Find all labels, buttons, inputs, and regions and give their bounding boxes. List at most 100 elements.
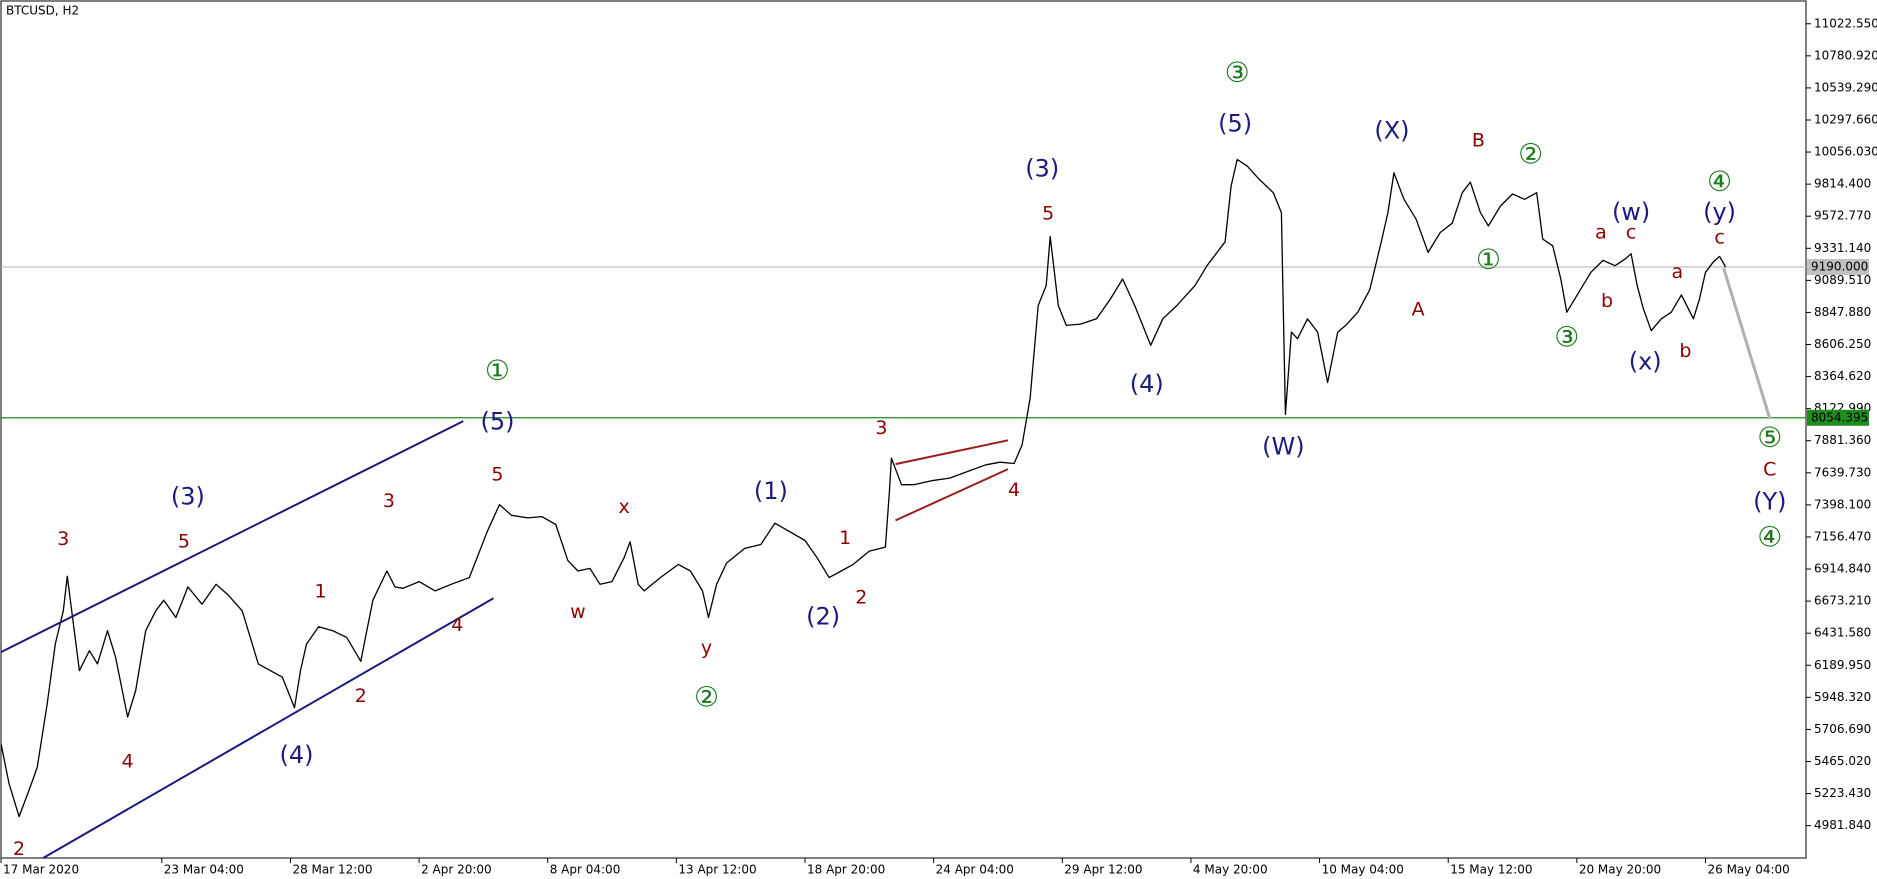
wave-label: (5) — [1218, 109, 1252, 137]
y-tick-label: 9814.400 — [1814, 177, 1871, 191]
y-tick-label: 9089.510 — [1814, 273, 1871, 287]
trendline — [42, 597, 494, 859]
y-tick-label: 7881.360 — [1814, 433, 1871, 447]
wave-label: 2 — [855, 587, 867, 609]
trendline — [1722, 267, 1772, 420]
wave-label: ④ — [1757, 520, 1782, 553]
y-tick-label: 6189.950 — [1814, 658, 1871, 672]
x-tick-label: 13 Apr 12:00 — [678, 863, 756, 877]
wave-label: ③ — [1225, 56, 1250, 89]
wave-label: (3) — [1025, 155, 1059, 183]
wave-label: 3 — [875, 417, 887, 439]
wave-label: (X) — [1374, 116, 1409, 144]
x-tick-label: 8 Apr 04:00 — [550, 863, 621, 877]
y-tick-label: 9572.770 — [1814, 209, 1871, 223]
y-tick-label: 5223.430 — [1814, 786, 1871, 800]
wave-label: 2 — [13, 838, 25, 860]
wave-label: (W) — [1262, 432, 1304, 460]
x-tick-label: 15 May 12:00 — [1450, 863, 1532, 877]
y-tick-label: 6673.210 — [1814, 594, 1871, 608]
wave-label: 1 — [315, 581, 327, 603]
y-tick-label: 9331.140 — [1814, 241, 1871, 255]
y-tick-label: 8606.250 — [1814, 337, 1871, 351]
x-tick-label: 20 May 20:00 — [1579, 863, 1661, 877]
y-tick-label: 6431.580 — [1814, 626, 1871, 640]
y-tick-label: 8847.880 — [1814, 305, 1871, 319]
y-tick-label: 6914.840 — [1814, 562, 1871, 576]
wave-label: 2 — [355, 685, 367, 707]
wave-label: C — [1763, 459, 1776, 481]
y-tick-label: 8364.620 — [1814, 369, 1871, 383]
plot-frame — [0, 0, 1807, 859]
chart-title: BTCUSD, H2 — [6, 4, 79, 18]
wave-label: a — [1595, 222, 1607, 244]
wave-label: ③ — [1554, 321, 1579, 354]
wave-label: ④ — [1707, 165, 1732, 198]
x-tick-label: 29 Apr 12:00 — [1064, 863, 1142, 877]
level-label-box — [1807, 409, 1869, 426]
y-tick-label: 7398.100 — [1814, 497, 1871, 511]
wave-label: A — [1412, 298, 1425, 320]
wave-label: (2) — [806, 602, 840, 630]
wave-label: (y) — [1703, 198, 1736, 226]
wave-label: 4 — [1008, 479, 1020, 501]
wave-label: 4 — [451, 614, 463, 636]
x-tick-label: 26 May 04:00 — [1707, 863, 1789, 877]
wave-label: ① — [1476, 243, 1501, 276]
wave-label: (3) — [171, 483, 205, 511]
y-tick-label: 5706.690 — [1814, 722, 1871, 736]
wave-label: 3 — [383, 490, 395, 512]
wave-label: b — [1679, 340, 1691, 362]
wave-label: ① — [485, 354, 510, 387]
trendline — [895, 468, 1009, 522]
trendline — [895, 439, 1009, 466]
wave-label: y — [701, 637, 712, 659]
wave-label: (5) — [480, 407, 514, 435]
y-tick-label: 7639.730 — [1814, 465, 1871, 479]
y-tick-label: 10780.920 — [1814, 48, 1877, 62]
wave-label: b — [1601, 290, 1613, 312]
y-tick-label: 11022.550 — [1814, 16, 1877, 30]
wave-label: 4 — [122, 751, 134, 773]
wave-label: ② — [694, 681, 719, 714]
wave-label: (4) — [1130, 370, 1164, 398]
wave-label: 5 — [1042, 203, 1054, 225]
level-label: 8054.395 — [1811, 410, 1868, 424]
wave-label: (1) — [754, 477, 788, 505]
y-tick-label: 5948.320 — [1814, 690, 1871, 704]
y-tick-label: 7156.470 — [1814, 529, 1871, 543]
price-line — [0, 158, 1727, 818]
wave-label: c — [1626, 222, 1636, 244]
wave-label: 5 — [178, 530, 190, 552]
wave-label: ② — [1518, 137, 1543, 170]
x-tick-label: 24 Apr 04:00 — [936, 863, 1014, 877]
level-label-box — [1807, 259, 1869, 276]
wave-label: a — [1672, 261, 1684, 283]
y-tick-label: 10297.660 — [1814, 112, 1877, 126]
wave-label: 5 — [491, 463, 503, 485]
wave-label: 1 — [839, 527, 851, 549]
wave-label: B — [1472, 130, 1485, 152]
wave-label: (w) — [1612, 198, 1650, 226]
x-tick-label: 18 Apr 20:00 — [807, 863, 885, 877]
level-label: 9190.000 — [1811, 260, 1868, 274]
x-tick-label: 4 May 20:00 — [1193, 863, 1268, 877]
y-tick-label: 10056.030 — [1814, 145, 1877, 159]
x-tick-label: 28 Mar 12:00 — [292, 863, 372, 877]
wave-label: (Y) — [1753, 488, 1786, 516]
wave-label: w — [570, 601, 586, 623]
y-tick-label: 5465.020 — [1814, 754, 1871, 768]
wave-label: (x) — [1629, 347, 1662, 375]
wave-label: (4) — [279, 741, 313, 769]
trendline — [0, 420, 464, 653]
y-tick-label: 4981.840 — [1814, 818, 1871, 832]
wave-label: c — [1714, 226, 1724, 248]
wave-label: x — [618, 496, 629, 518]
wave-label: 3 — [57, 528, 69, 550]
x-tick-label: 23 Mar 04:00 — [164, 863, 244, 877]
x-tick-label: 10 May 04:00 — [1322, 863, 1404, 877]
y-tick-label: 10539.290 — [1814, 80, 1877, 94]
x-tick-label: 17 Mar 2020 — [3, 863, 79, 877]
